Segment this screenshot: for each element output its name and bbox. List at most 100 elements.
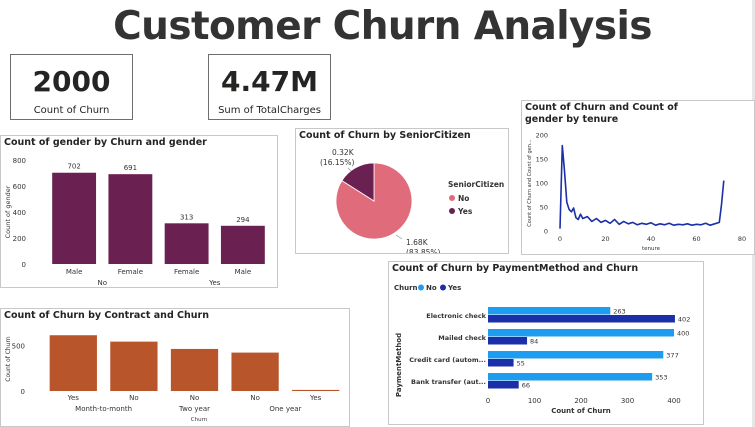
x-tick-label: 0 xyxy=(486,397,490,405)
bar xyxy=(488,359,514,367)
y-tick-label: Bank transfer (aut... xyxy=(411,378,486,386)
x-tick-label: Yes xyxy=(67,394,80,402)
x-axis-label: Count of Churn xyxy=(551,407,611,415)
data-label: 702 xyxy=(67,163,80,171)
kpi-card-churn: 2000 Count of Churn xyxy=(10,54,133,120)
data-label: 55 xyxy=(517,360,525,368)
legend-label: No xyxy=(458,194,469,203)
data-label: 691 xyxy=(124,164,137,172)
y-tick-label: 100 xyxy=(536,180,548,188)
bar xyxy=(488,337,528,345)
bar xyxy=(110,341,158,391)
data-label: 400 xyxy=(677,330,689,338)
chart-title: Count of Churn by PaymentMethod and Chur… xyxy=(392,263,639,274)
legend-label: Yes xyxy=(457,207,473,216)
x-tick-label: 400 xyxy=(667,397,680,405)
y-tick-label: Mailed check xyxy=(438,334,486,342)
bar xyxy=(292,389,340,391)
x-tick-label: Female xyxy=(174,268,199,276)
y-tick-label: 600 xyxy=(13,183,26,191)
x-tick-label: No xyxy=(250,394,260,402)
y-tick-label: 800 xyxy=(13,157,26,165)
data-label: 294 xyxy=(236,216,250,224)
bar xyxy=(164,223,209,264)
data-label: 353 xyxy=(655,374,667,382)
y-axis-label: PaymentMethod xyxy=(395,333,403,397)
x-tick-label: 200 xyxy=(574,397,587,405)
x-group-label: Yes xyxy=(208,279,221,287)
legend-label: Yes xyxy=(447,284,461,292)
data-label: 402 xyxy=(678,316,690,324)
chart-title: Count of Churn by Contract and Churn xyxy=(4,310,210,321)
x-tick-label: No xyxy=(129,394,139,402)
kpi-value: 2000 xyxy=(32,65,111,98)
kpi-card-charges: 4.47M Sum of TotalCharges xyxy=(208,54,331,120)
gender-chart: 0 200 400 600 800 Count of gender 702 Male 691 Fe… xyxy=(4,157,265,287)
x-tick-label: 0 xyxy=(558,235,562,243)
payment-chart-panel[interactable]: Count of Churn by PaymentMethod and Chur… xyxy=(388,261,704,425)
y-axis-label: Count of gender xyxy=(4,185,12,238)
leader-line xyxy=(395,234,403,240)
x-group-label: Two year xyxy=(178,405,210,413)
bar xyxy=(220,225,265,264)
data-label: 377 xyxy=(666,352,678,360)
x-tick-label: 20 xyxy=(601,235,609,243)
payment-chart: Churn No Yes Electronic check 263 402 Mailed c… xyxy=(394,284,690,415)
x-tick-label: 60 xyxy=(692,235,700,243)
bar xyxy=(170,348,219,391)
bar xyxy=(488,373,653,381)
kpi-value: 4.47M xyxy=(221,65,318,98)
bar xyxy=(488,315,675,323)
slice-pct: (83.85%) xyxy=(406,248,441,253)
bar xyxy=(488,351,664,359)
y-tick-label: 500 xyxy=(12,342,25,350)
y-tick-label: 0 xyxy=(21,388,25,396)
x-tick-label: 40 xyxy=(647,235,655,243)
y-axis-label: Count of Churn xyxy=(5,336,12,382)
data-label: 263 xyxy=(613,308,625,316)
contract-chart-panel[interactable]: Count of Churn by Contract and Churn 0 50… xyxy=(0,308,350,427)
series-line xyxy=(559,144,725,229)
kpi-label: Count of Churn xyxy=(33,105,110,116)
x-tick-label: Male xyxy=(235,268,252,276)
bar xyxy=(108,174,153,264)
chart-title: Count of gender by Churn and gender xyxy=(4,137,207,148)
data-label: 84 xyxy=(530,338,538,346)
legend-swatch xyxy=(449,195,455,201)
x-group-label: No xyxy=(97,279,107,287)
x-group-label: One year xyxy=(269,405,301,413)
gender-chart-panel[interactable]: Count of gender by Churn and gender 0 200… xyxy=(0,135,278,288)
legend-title: Churn xyxy=(394,284,418,292)
legend-swatch xyxy=(449,208,455,214)
x-tick-label: Male xyxy=(66,268,83,276)
y-tick-label: 0 xyxy=(22,261,26,269)
bar xyxy=(488,381,519,389)
legend-label: No xyxy=(426,284,437,292)
x-group-label: Month-to-month xyxy=(75,405,132,413)
slice-label: 1.68K xyxy=(406,238,429,247)
x-tick-label: 80 xyxy=(738,235,746,243)
data-label: 313 xyxy=(180,213,193,221)
bar xyxy=(231,352,279,391)
y-tick-label: 200 xyxy=(13,235,26,243)
slice-pct: (16.15%) xyxy=(320,158,355,167)
y-tick-label: 50 xyxy=(540,204,548,212)
y-tick-label: Credit card (autom... xyxy=(409,356,486,364)
legend-title: SeniorCitizen xyxy=(448,180,504,189)
x-axis-label: tenure xyxy=(642,246,661,252)
pie-slice xyxy=(341,162,375,202)
legend-swatch xyxy=(440,284,446,291)
leader-line xyxy=(347,167,352,172)
senior-chart: 1.68K(83.85%) 0.32K(16.15%) SeniorCitizen N… xyxy=(320,148,504,253)
y-tick-label: Electronic check xyxy=(426,312,486,320)
bar xyxy=(488,307,611,315)
data-label: 66 xyxy=(522,382,530,390)
x-tick-label: 300 xyxy=(621,397,634,405)
senior-chart-panel[interactable]: Count of Churn by SeniorCitizen 1.68K (83… xyxy=(295,128,509,254)
y-tick-label: 200 xyxy=(536,132,548,140)
page-title: Customer Churn Analysis xyxy=(113,4,652,49)
bar xyxy=(49,335,97,391)
y-tick-label: 150 xyxy=(536,156,548,164)
tenure-chart-panel[interactable]: Count of Churn and Count of gender by te… xyxy=(521,100,755,255)
